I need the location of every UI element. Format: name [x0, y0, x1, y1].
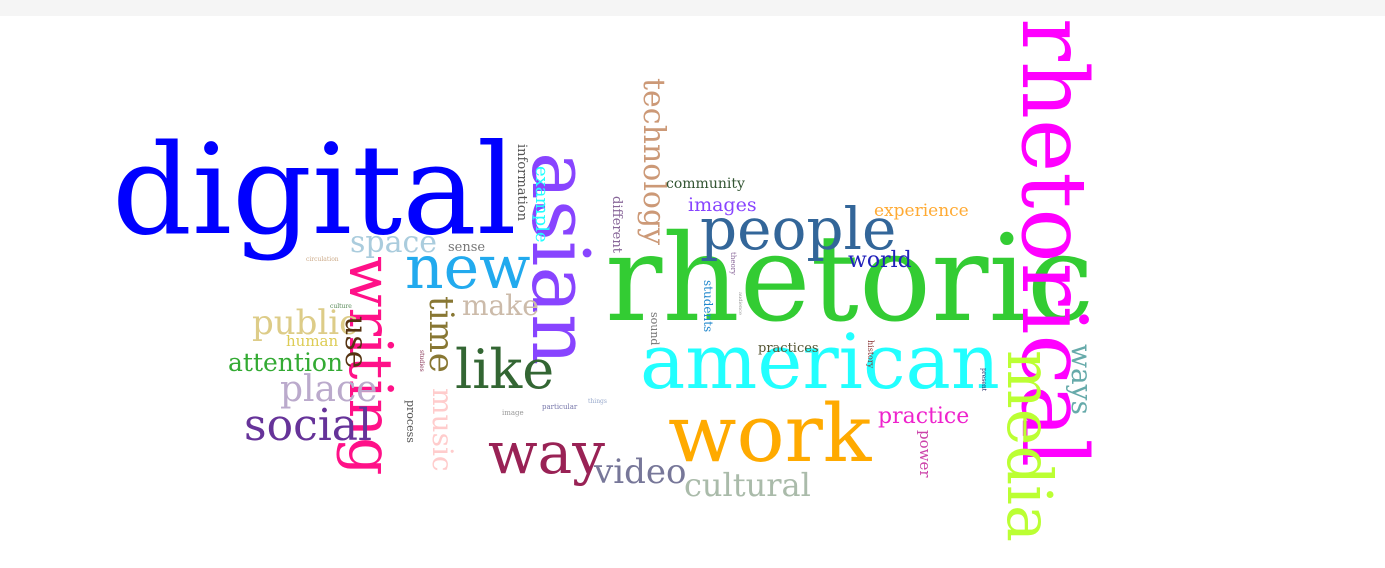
- word-process: process: [404, 400, 417, 443]
- word-cloud: rhetoric rhetorical digital asian americ…: [0, 16, 1385, 568]
- word-time: time: [421, 296, 461, 373]
- word-music: music: [426, 388, 459, 472]
- word-ways: ways: [1065, 344, 1098, 415]
- word-public: public: [252, 303, 359, 343]
- word-image: image: [502, 409, 524, 417]
- word-circulation: circulation: [306, 256, 339, 263]
- word-like: like: [455, 338, 555, 401]
- word-sense: sense: [448, 240, 486, 255]
- word-studies: studies: [418, 350, 425, 372]
- word-place: place: [280, 369, 378, 410]
- word-different: different: [609, 196, 624, 253]
- top-bar: [0, 0, 1385, 16]
- word-way: way: [488, 419, 605, 487]
- word-audience: audience: [737, 292, 743, 315]
- word-make: make: [462, 289, 539, 322]
- word-present: present: [980, 368, 987, 392]
- word-experience: experience: [874, 201, 969, 221]
- word-work: work: [668, 387, 872, 480]
- word-students: students: [701, 280, 715, 333]
- word-example: example: [531, 166, 552, 243]
- word-social: social: [244, 400, 373, 451]
- word-new: new: [405, 233, 531, 303]
- word-space: space: [350, 225, 438, 260]
- word-practices: practices: [758, 341, 819, 356]
- word-attention: attention: [228, 348, 344, 377]
- word-sound: sound: [648, 312, 661, 346]
- word-history: history: [866, 340, 875, 369]
- word-american: american: [640, 317, 1000, 406]
- word-technology: technology: [636, 78, 671, 246]
- word-theory: theory: [729, 252, 737, 275]
- word-world: world: [848, 248, 912, 273]
- word-digital: digital: [112, 118, 517, 263]
- word-people: people: [700, 195, 897, 263]
- word-human: human: [286, 332, 339, 350]
- word-practice: practice: [878, 404, 970, 429]
- word-information: information: [514, 144, 529, 222]
- word-video: video: [594, 452, 687, 492]
- word-particular: particular: [542, 403, 578, 411]
- word-community: community: [666, 176, 745, 192]
- word-culture: culture: [330, 303, 352, 310]
- word-use: use: [338, 316, 373, 369]
- word-power: power: [916, 430, 934, 478]
- word-things: things: [588, 398, 607, 405]
- word-media: media: [993, 350, 1066, 542]
- word-images: images: [688, 194, 757, 216]
- word-cultural: cultural: [684, 466, 811, 504]
- word-rhetoric: rhetoric: [605, 210, 1095, 349]
